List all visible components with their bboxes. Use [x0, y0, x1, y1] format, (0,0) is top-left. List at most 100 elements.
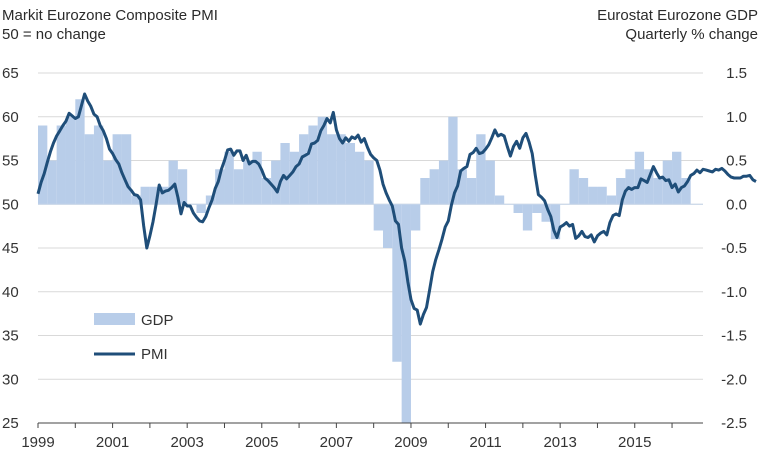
- left-tick-label: 40: [2, 284, 19, 301]
- gdp-bar: [131, 195, 141, 205]
- gdp-bar: [448, 116, 458, 205]
- gdp-bar: [681, 178, 691, 205]
- gdp-bar: [429, 169, 439, 205]
- gdp-bar: [569, 169, 579, 205]
- gdp-bar: [149, 186, 160, 205]
- gdp-bar: [308, 125, 318, 205]
- gdp-bar: [392, 204, 402, 362]
- gdp-bar: [653, 178, 663, 205]
- gdp-bar: [494, 195, 505, 205]
- right-y-axis: 1.5 1.0 0.5 0.0 -0.5 -1.0 -1.5 -2.0 -2.5: [721, 65, 747, 432]
- gdp-bar: [522, 204, 533, 231]
- left-tick-label: 60: [2, 109, 19, 126]
- gdp-bar: [476, 134, 486, 205]
- gdp-bar: [364, 160, 374, 205]
- gdp-bar: [355, 151, 365, 205]
- gdp-bar: [196, 204, 206, 213]
- gdp-bar: [625, 169, 635, 205]
- gdp-bar: [65, 116, 76, 205]
- right-tick-label: 1.0: [726, 109, 747, 126]
- gridlines: [38, 72, 703, 424]
- legend-gdp-label: GDP: [141, 312, 174, 329]
- gdp-bar: [410, 204, 421, 231]
- gdp-bar: [112, 134, 122, 205]
- right-tick-label: -2.5: [721, 415, 747, 432]
- gdp-bar: [634, 151, 645, 205]
- left-tick-label: 55: [2, 153, 19, 170]
- gdp-bar: [215, 169, 225, 205]
- gdp-bar: [382, 204, 393, 248]
- x-tick-label: 2011: [469, 434, 501, 451]
- x-tick-label: 1999: [21, 434, 54, 451]
- x-tick-label: 2009: [394, 434, 427, 451]
- x-axis: 1999 2001 2003 2005 2007 2009 2011 2013 2015: [21, 422, 703, 451]
- x-tick-label: 2007: [320, 434, 353, 451]
- left-tick-label: 35: [2, 328, 19, 345]
- right-axis-title-line-2: Quarterly % change: [625, 26, 758, 43]
- gdp-bar: [457, 169, 467, 205]
- gdp-bar: [401, 204, 411, 423]
- gdp-bar: [597, 186, 607, 205]
- left-tick-label: 25: [2, 415, 19, 432]
- gdp-bar: [177, 169, 188, 205]
- gdp-bar: [224, 151, 234, 205]
- gdp-bar: [373, 204, 383, 231]
- right-tick-label: -1.0: [721, 284, 747, 301]
- gdp-bar: [513, 204, 523, 213]
- gdp-bar: [616, 178, 626, 205]
- gdp-bar: [336, 134, 346, 205]
- legend: GDP PMI: [94, 312, 174, 363]
- gdp-bar: [578, 178, 589, 205]
- gdp-bar: [672, 151, 682, 205]
- right-tick-label: 0.5: [726, 153, 747, 170]
- gdp-bar: [466, 178, 477, 205]
- gdp-bar: [56, 125, 66, 205]
- gdp-bar: [327, 134, 337, 205]
- gdp-bar: [606, 195, 617, 205]
- left-y-axis: 65 60 55 50 45 40 35 30 25: [2, 65, 19, 432]
- gdp-bar: [243, 160, 253, 205]
- gdp-bar: [159, 186, 169, 205]
- gdp-bar: [38, 125, 48, 205]
- pmi-line: [36, 92, 757, 326]
- gdp-bar: [140, 186, 150, 205]
- gdp-bar: [121, 134, 132, 205]
- gdp-bar: [233, 169, 244, 205]
- gdp-bar: [438, 160, 449, 205]
- gdp-bar: [299, 134, 309, 205]
- gdp-bar: [252, 151, 262, 205]
- pmi-line-group: [36, 92, 757, 326]
- gdp-bar: [84, 134, 94, 205]
- gdp-bar: [550, 204, 561, 240]
- x-tick-label: 2003: [170, 434, 203, 451]
- gdp-bars: [38, 99, 691, 423]
- left-tick-label: 45: [2, 240, 19, 257]
- right-tick-label: -0.5: [721, 240, 747, 257]
- gdp-bar: [261, 178, 272, 205]
- right-tick-label: 1.5: [726, 65, 747, 82]
- gdp-bar: [662, 160, 673, 205]
- x-tick-label: 2001: [96, 434, 129, 451]
- gdp-bar: [532, 204, 542, 213]
- gdp-bar: [289, 151, 300, 205]
- right-tick-label: -2.0: [721, 371, 747, 388]
- x-tick-label: 2015: [618, 434, 651, 451]
- left-tick-label: 65: [2, 65, 19, 82]
- gdp-bar: [317, 116, 328, 205]
- left-tick-label: 50: [2, 196, 19, 213]
- x-tick-label: 2013: [543, 434, 576, 451]
- legend-pmi-label: PMI: [141, 346, 168, 363]
- right-axis-title: Eurostat Eurozone GDP Quarterly % change: [597, 6, 758, 44]
- x-tick-label: 2005: [245, 434, 278, 451]
- legend-gdp-swatch: [94, 313, 135, 325]
- left-axis-title-line-2: 50 = no change: [2, 26, 106, 43]
- gdp-bar: [93, 125, 104, 205]
- gdp-bar: [644, 169, 654, 205]
- left-axis-title-line-1: Markit Eurozone Composite PMI: [2, 7, 218, 24]
- gdp-bar: [75, 99, 85, 205]
- left-tick-label: 30: [2, 371, 19, 388]
- gdp-bar: [47, 160, 57, 205]
- gdp-bar: [103, 160, 113, 205]
- gdp-bar: [485, 160, 495, 205]
